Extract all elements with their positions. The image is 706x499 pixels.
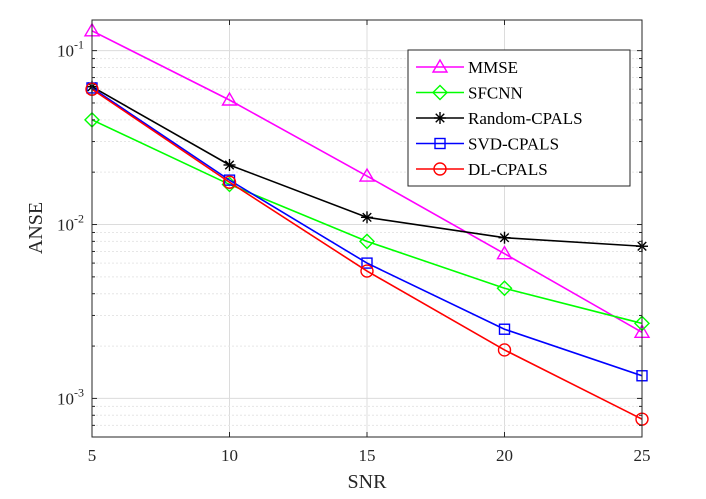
y-axis-title: ANSE — [25, 202, 47, 254]
series-line — [91, 119, 643, 325]
data-point — [360, 264, 374, 278]
data-point — [497, 343, 512, 357]
legend-marker — [433, 162, 447, 176]
y-tick-base: 10 — [57, 42, 74, 61]
y-tick-base: 10 — [57, 216, 74, 235]
data-point — [361, 211, 373, 224]
legend-marker — [434, 112, 446, 124]
data-point — [222, 175, 237, 189]
series-line — [91, 30, 643, 333]
series-line — [91, 87, 643, 377]
legend-marker — [434, 137, 446, 150]
y-tick-label: 10-2 — [57, 212, 84, 235]
legend-label: MMSE — [468, 58, 518, 77]
x-tick-label: 15 — [359, 446, 376, 465]
data-point — [223, 158, 236, 171]
series-line — [91, 88, 643, 420]
data-point — [496, 245, 513, 260]
x-tick-label: 20 — [496, 446, 513, 465]
legend-label: DL-CPALS — [468, 160, 548, 179]
legend-item: Random-CPALS — [416, 109, 583, 128]
legend-item: SFCNN — [416, 84, 523, 103]
series-sfcnn — [84, 111, 650, 332]
y-tick-exponent: -2 — [74, 212, 84, 226]
legend-label: SFCNN — [468, 84, 523, 103]
legend-label: SVD-CPALS — [468, 135, 559, 154]
y-tick-exponent: -3 — [74, 385, 84, 399]
legend-marker — [431, 58, 449, 73]
x-tick-label: 10 — [221, 446, 238, 465]
legend: MMSE SFCNN Random-CPALS SVD-CPALS DL-CPALS — [407, 49, 631, 187]
data-point — [358, 167, 376, 182]
legend-marker — [432, 84, 448, 101]
legend-item: MMSE — [416, 58, 518, 77]
y-tick-label: 10-1 — [57, 38, 84, 61]
data-point — [221, 91, 238, 106]
y-tick-base: 10 — [57, 389, 74, 408]
data-point — [361, 257, 373, 269]
x-tick-label: 25 — [634, 446, 651, 465]
x-tick-label: 5 — [88, 446, 97, 465]
data-point — [496, 280, 513, 297]
data-point — [359, 233, 375, 250]
y-tick-label: 10-3 — [57, 385, 84, 408]
legend-label: Random-CPALS — [468, 109, 583, 128]
legend-item: DL-CPALS — [416, 160, 548, 179]
y-tick-exponent: -1 — [74, 38, 84, 52]
data-point — [498, 323, 511, 335]
data-point — [498, 231, 511, 244]
x-axis-title: SNR — [348, 471, 388, 493]
legend-item: SVD-CPALS — [416, 135, 559, 154]
